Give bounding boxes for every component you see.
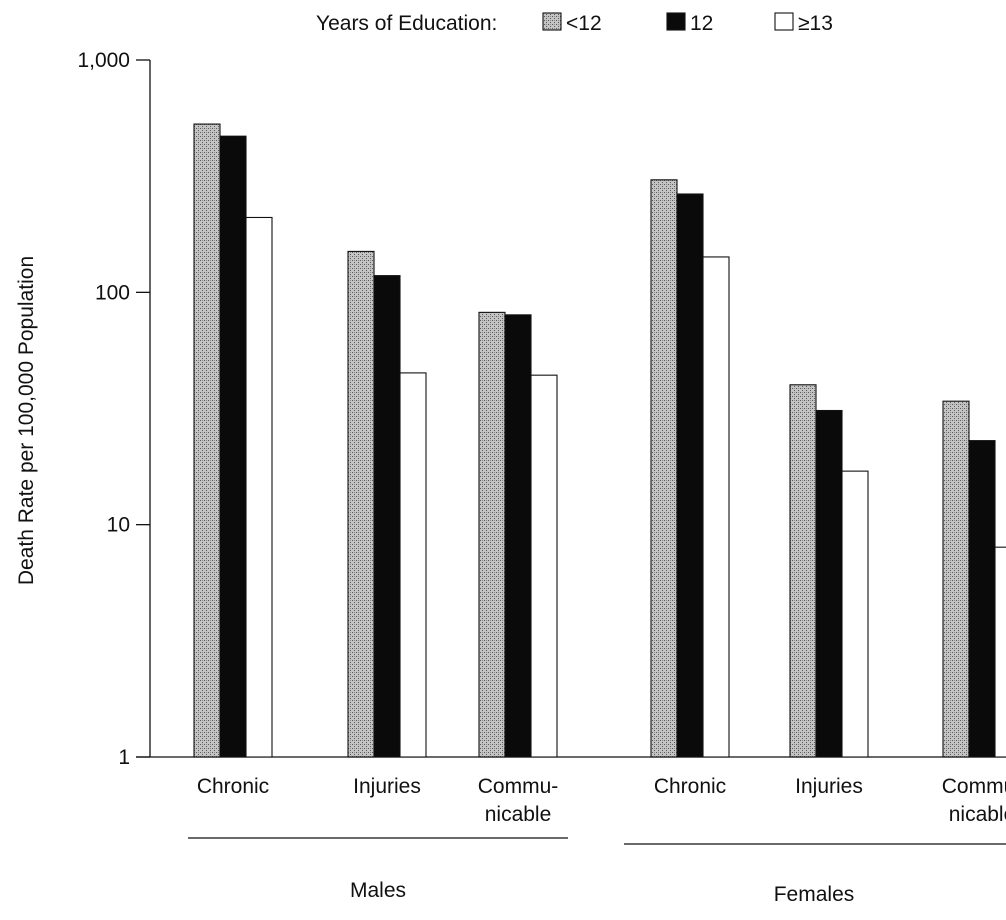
bar-females-3-series-0: [650, 179, 678, 758]
x-tick-label: Commu-: [942, 775, 1006, 798]
group-label-males: Males: [350, 879, 406, 902]
y-axis-title: Death Rate per 100,000 Population: [15, 256, 38, 585]
bar-females-4-series-2: [841, 470, 869, 758]
y-axis: 1 10 100 1,000 Death Rate per 100,000 Popula…: [15, 49, 1006, 769]
legend-label-0: <12: [566, 12, 602, 35]
y-tick-label: 100: [95, 281, 130, 304]
group-label-females: Females: [774, 883, 855, 906]
bar-females-3-series-1: [676, 193, 704, 758]
bar-males-2-series-0: [478, 311, 506, 758]
x-tick-label: nicable: [949, 803, 1006, 826]
bar-females-5-series-2: [994, 546, 1006, 758]
bar-males-2-series-2: [530, 374, 558, 758]
legend: Years of Education: <12 12 ≥13: [316, 12, 833, 35]
bar-females-5-series-0: [942, 400, 970, 758]
y-tick-label: 1,000: [77, 49, 130, 72]
x-tick-label: Chronic: [197, 775, 269, 798]
bar-males-0-series-0: [193, 123, 221, 758]
bar-males-2-series-1: [504, 314, 532, 758]
x-tick-label: Injuries: [353, 775, 421, 798]
x-tick-label: Commu-: [478, 775, 559, 798]
bar-females-4-series-0: [789, 384, 817, 758]
group-labels: Males Females: [188, 837, 1006, 906]
bar-males-1-series-1: [373, 275, 401, 758]
legend-swatch-2: [774, 12, 794, 31]
legend-title: Years of Education:: [316, 12, 497, 35]
legend-swatch-1: [666, 12, 686, 31]
bar-males-0-series-1: [219, 135, 247, 758]
legend-label-2: ≥13: [798, 12, 833, 35]
x-axis-labels: Chronic Injuries Commu-nicable Chronic Injur…: [197, 775, 1006, 826]
bar-females-3-series-2: [702, 256, 730, 758]
x-tick-label: nicable: [485, 803, 552, 826]
x-tick-label: Injuries: [795, 775, 863, 798]
legend-swatch-0: [542, 12, 562, 31]
y-tick-label: 10: [107, 514, 130, 537]
bar-males-1-series-0: [347, 250, 375, 758]
bar-males-1-series-2: [399, 372, 427, 758]
bars: [193, 123, 1006, 758]
x-tick-label: Chronic: [654, 775, 726, 798]
y-tick-label: 1: [118, 746, 130, 769]
bar-females-5-series-1: [968, 440, 996, 758]
bar-females-4-series-1: [815, 409, 843, 758]
legend-label-1: 12: [690, 12, 713, 35]
bar-males-0-series-2: [245, 216, 273, 758]
